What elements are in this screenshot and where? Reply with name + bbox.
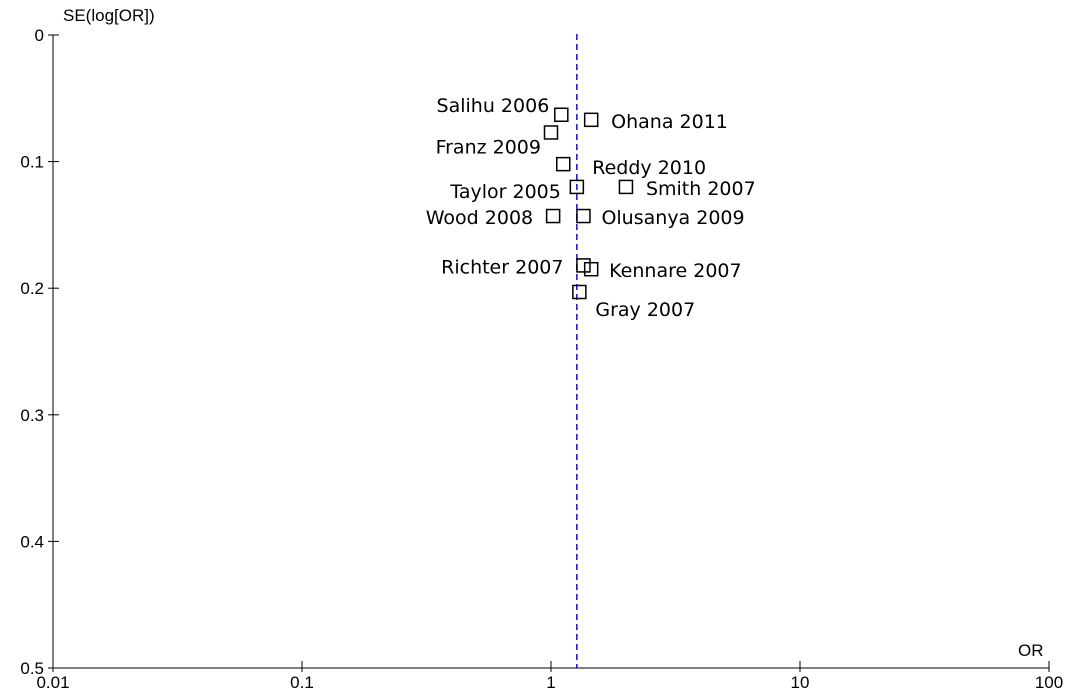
study-label: Kennare 2007 (609, 260, 741, 282)
y-tick-label: 0.2 (20, 279, 44, 298)
study-point (554, 107, 569, 123)
study-label: Smith 2007 (646, 178, 756, 200)
x-axis-title: OR (1018, 641, 1044, 660)
study-point (576, 258, 591, 273)
study-point (556, 156, 571, 172)
study-label: Gray 2007 (595, 299, 695, 321)
study-point (583, 112, 599, 128)
study-point (543, 125, 559, 140)
study-point (618, 179, 634, 195)
study-label: Olusanya 2009 (601, 207, 744, 229)
y-axis-ticks: 0 0.1 0.2 0.3 0.4 0.5 (20, 26, 59, 678)
study-label: Franz 2009 (436, 136, 541, 158)
y-tick-label: 0.5 (20, 659, 44, 678)
study-label: Salihu 2006 (437, 95, 550, 117)
y-tick-label: 0 (35, 26, 44, 45)
study-labels: Salihu 2006 Ohana 2011 Franz 2009 Reddy 201… (426, 95, 756, 321)
x-tick-label: 0.01 (36, 673, 69, 692)
study-label: Wood 2008 (426, 207, 533, 229)
study-point (545, 208, 561, 224)
x-tick-label: 0.1 (290, 673, 314, 692)
study-point (576, 208, 591, 224)
y-tick-label: 0.4 (20, 532, 44, 551)
x-axis-ticks: 0.01 0.1 1 10 100 (36, 661, 1063, 692)
study-label: Taylor 2005 (449, 181, 560, 203)
study-points (543, 107, 634, 300)
y-tick-label: 0.3 (20, 406, 44, 425)
study-point (583, 261, 599, 277)
study-point (572, 284, 587, 300)
study-label: Richter 2007 (441, 256, 563, 278)
x-tick-label: 100 (1035, 673, 1063, 692)
study-label: Reddy 2010 (592, 157, 706, 179)
study-point (569, 179, 585, 195)
study-label: Ohana 2011 (611, 111, 728, 133)
x-tick-label: 10 (791, 673, 810, 692)
y-axis-title: SE(log[OR]) (63, 6, 155, 25)
y-tick-label: 0.1 (20, 153, 44, 172)
x-tick-label: 1 (546, 673, 555, 692)
